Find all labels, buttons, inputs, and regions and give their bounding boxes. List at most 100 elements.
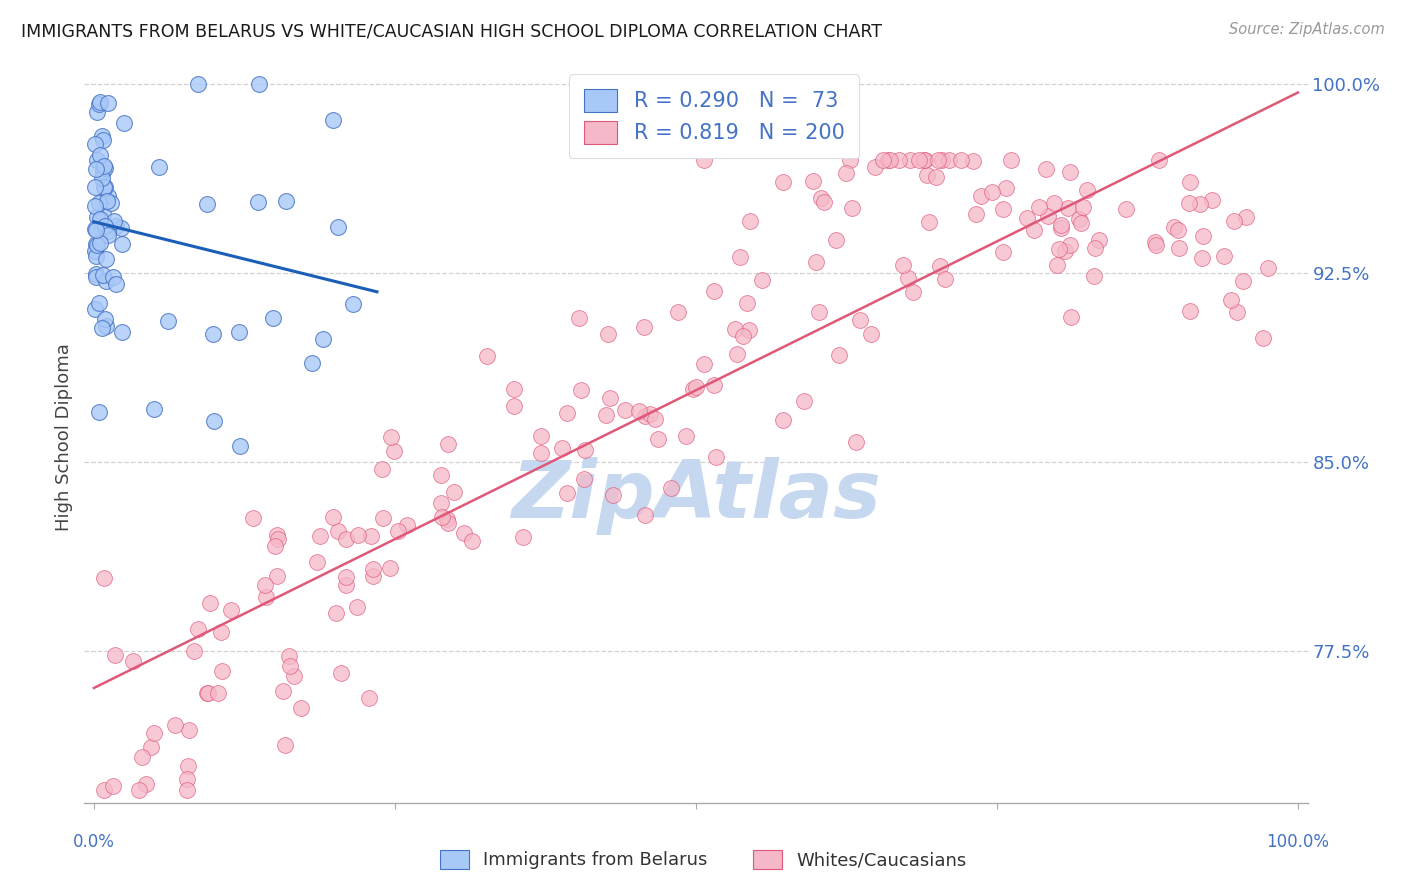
Point xyxy=(148,161,170,175)
Point xyxy=(112,116,135,130)
Point xyxy=(728,251,751,265)
Point xyxy=(93,571,115,585)
Point xyxy=(94,179,117,194)
Point xyxy=(195,686,218,700)
Point xyxy=(859,327,882,342)
Point xyxy=(1213,249,1236,263)
Point xyxy=(89,97,111,112)
Point xyxy=(1168,241,1191,255)
Point xyxy=(274,194,297,209)
Point xyxy=(86,211,108,225)
Point xyxy=(1191,251,1213,265)
Point xyxy=(177,758,200,772)
Point xyxy=(453,525,475,540)
Point xyxy=(1143,235,1166,249)
Point xyxy=(503,382,526,396)
Point xyxy=(200,596,222,610)
Point xyxy=(1219,293,1241,307)
Point xyxy=(863,160,886,174)
Point xyxy=(84,136,107,151)
Point xyxy=(105,219,128,233)
Point xyxy=(93,312,115,326)
Point xyxy=(266,569,288,583)
Point xyxy=(96,252,118,267)
Point xyxy=(738,323,761,337)
Point xyxy=(1188,196,1211,211)
Point xyxy=(810,192,832,206)
Point xyxy=(179,723,201,737)
Point xyxy=(824,233,846,247)
Point xyxy=(927,153,949,167)
Point xyxy=(437,516,460,530)
Point xyxy=(659,481,682,495)
Point xyxy=(187,77,209,91)
Point xyxy=(1015,211,1038,225)
Point xyxy=(703,284,725,298)
Point xyxy=(103,213,125,227)
Point xyxy=(335,532,357,546)
Point xyxy=(693,153,716,167)
Point xyxy=(703,377,725,392)
Point xyxy=(209,624,232,639)
Point xyxy=(91,268,114,282)
Point xyxy=(1251,331,1274,345)
Point xyxy=(1201,194,1223,208)
Point xyxy=(675,428,697,442)
Point xyxy=(595,408,617,422)
Point xyxy=(87,196,110,211)
Point xyxy=(94,274,117,288)
Point xyxy=(1225,304,1247,318)
Point xyxy=(378,561,401,575)
Point xyxy=(1046,258,1069,272)
Point xyxy=(738,214,761,228)
Point xyxy=(1022,223,1045,237)
Point xyxy=(94,318,117,333)
Point xyxy=(950,153,973,167)
Point xyxy=(1057,202,1080,216)
Point xyxy=(848,313,870,327)
Point xyxy=(808,305,831,319)
Point xyxy=(1088,233,1111,247)
Point xyxy=(90,170,112,185)
Point xyxy=(772,175,794,189)
Point xyxy=(283,669,305,683)
Text: 0.0%: 0.0% xyxy=(73,833,115,851)
Point xyxy=(176,772,198,787)
Point xyxy=(242,511,264,525)
Point xyxy=(429,496,451,510)
Point xyxy=(981,185,1004,199)
Point xyxy=(207,685,229,699)
Point xyxy=(891,258,914,272)
Point xyxy=(359,691,381,706)
Point xyxy=(1070,216,1092,230)
Point xyxy=(627,404,650,418)
Point xyxy=(724,322,747,336)
Point xyxy=(443,484,465,499)
Legend: R = 0.290   N =  73, R = 0.819   N = 200: R = 0.290 N = 73, R = 0.819 N = 200 xyxy=(569,74,859,159)
Point xyxy=(1234,211,1257,225)
Point xyxy=(84,199,107,213)
Point xyxy=(551,441,574,455)
Point xyxy=(277,649,299,664)
Point xyxy=(105,277,128,292)
Point xyxy=(84,180,107,194)
Point xyxy=(111,237,134,252)
Point xyxy=(271,683,294,698)
Point xyxy=(328,524,350,539)
Point xyxy=(903,285,925,299)
Point xyxy=(91,207,114,221)
Point xyxy=(246,194,269,209)
Point xyxy=(430,509,453,524)
Point xyxy=(247,77,270,91)
Point xyxy=(387,524,409,538)
Point xyxy=(89,236,111,251)
Point xyxy=(100,195,122,210)
Point xyxy=(568,311,591,326)
Point xyxy=(530,429,553,443)
Point xyxy=(828,348,851,362)
Point xyxy=(290,701,312,715)
Point xyxy=(84,244,107,258)
Point xyxy=(142,402,165,417)
Point xyxy=(475,349,498,363)
Point xyxy=(835,166,858,180)
